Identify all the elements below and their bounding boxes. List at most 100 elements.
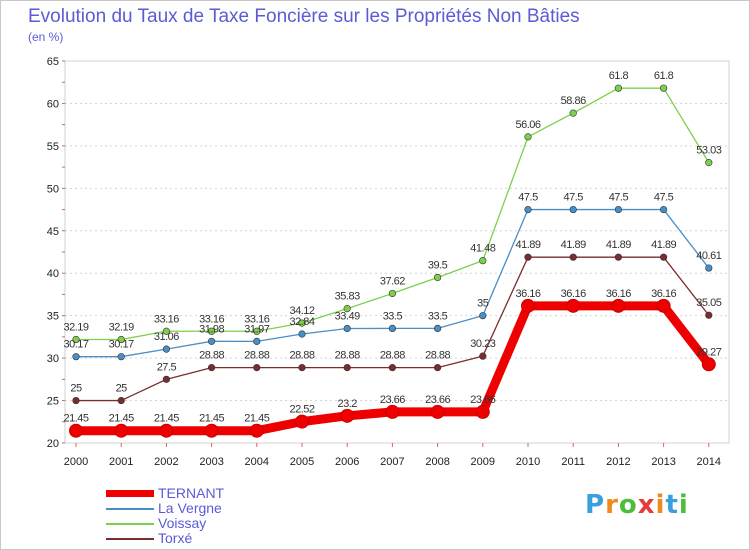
data-label-la-vergne: 30.17	[63, 339, 88, 351]
data-label-voissay: 35.83	[335, 291, 360, 303]
data-label-la-vergne: 31.97	[244, 323, 269, 335]
data-point-voissay	[72, 335, 80, 344]
data-label-voissay: 56.06	[515, 119, 540, 131]
x-tick-label: 2010	[516, 456, 540, 468]
data-label-la-vergne: 47.5	[654, 192, 674, 204]
legend-label: Voissay	[158, 515, 207, 531]
data-label-ternant: 36.16	[561, 288, 586, 300]
data-label-la-vergne: 33.5	[383, 310, 403, 322]
legend-item: Torxé	[106, 531, 224, 546]
data-label-voissay: 33.16	[154, 313, 179, 325]
data-point-torx-	[659, 253, 668, 261]
data-point-torx-	[569, 253, 577, 261]
x-tick-label: 2009	[471, 456, 495, 468]
data-label-torx-: 28.88	[289, 350, 314, 362]
data-point-la-vergne	[208, 337, 216, 345]
data-point-ternant	[430, 404, 445, 419]
x-tick-label: 2001	[109, 456, 133, 468]
data-label-ternant: 21.45	[244, 413, 269, 425]
data-point-voissay	[208, 327, 216, 335]
data-label-torx-: 41.89	[561, 239, 586, 251]
x-tick-label: 2006	[335, 456, 359, 468]
data-label-voissay: 41.48	[470, 243, 495, 255]
data-point-voissay	[388, 289, 397, 298]
data-point-torx-	[208, 364, 216, 372]
y-tick-label: 55	[47, 141, 59, 153]
data-point-voissay	[162, 327, 170, 335]
data-point-ternant	[295, 414, 309, 429]
data-label-voissay: 34.12	[289, 305, 314, 317]
legend-item: TERNANT	[106, 486, 224, 501]
data-label-la-vergne: 47.5	[518, 192, 538, 204]
data-label-voissay: 39.5	[428, 259, 448, 271]
data-label-la-vergne: 47.5	[563, 192, 583, 204]
data-point-torx-	[388, 364, 397, 372]
data-point-la-vergne	[524, 205, 532, 214]
data-label-ternant: 23.66	[380, 394, 405, 406]
data-point-la-vergne	[659, 205, 668, 214]
data-label-voissay: 53.03	[696, 145, 721, 157]
data-point-torx-	[72, 396, 80, 405]
legend-label: La Vergne	[158, 500, 222, 516]
legend: TERNANT La Vergne Voissay Torxé	[106, 486, 224, 546]
data-point-ternant	[69, 423, 83, 438]
data-point-torx-	[162, 375, 170, 383]
data-point-torx-	[479, 352, 487, 360]
data-point-la-vergne	[298, 330, 306, 338]
data-label-torx-: 30.23	[470, 338, 495, 350]
y-tick-label: 65	[47, 56, 59, 68]
data-point-voissay	[434, 273, 442, 282]
data-point-voissay	[298, 319, 306, 327]
data-label-torx-: 28.88	[425, 350, 450, 362]
x-tick-label: 2014	[697, 456, 721, 468]
data-label-voissay: 58.86	[561, 95, 586, 107]
data-label-torx-: 25	[116, 383, 128, 395]
data-label-la-vergne: 35	[477, 298, 489, 310]
data-point-la-vergne	[705, 264, 713, 272]
y-tick-label: 30	[47, 353, 59, 365]
chart-title: Evolution du Taux de Taxe Foncière sur l…	[28, 6, 580, 27]
proxiti-logo: Proxiti	[585, 490, 689, 520]
data-point-ternant	[249, 423, 264, 438]
x-tick-label: 2011	[561, 456, 585, 468]
plot-area	[64, 60, 730, 444]
data-point-torx-	[117, 396, 125, 405]
data-point-la-vergne	[343, 324, 351, 333]
y-tick-label: 45	[47, 226, 59, 238]
data-point-voissay	[253, 327, 261, 335]
data-label-la-vergne: 31.06	[154, 331, 179, 343]
x-tick-label: 2008	[425, 456, 449, 468]
legend-swatch	[106, 490, 154, 497]
data-point-la-vergne	[434, 324, 442, 333]
data-point-torx-	[524, 253, 532, 261]
y-tick-label: 20	[47, 438, 59, 450]
data-label-torx-: 25	[70, 383, 82, 395]
data-label-voissay: 61.8	[609, 70, 629, 82]
data-point-ternant	[475, 404, 490, 419]
data-point-ternant	[656, 298, 671, 313]
data-point-torx-	[343, 364, 351, 372]
x-tick-label: 2012	[606, 456, 630, 468]
data-point-voissay	[343, 305, 351, 313]
data-label-ternant: 36.16	[651, 288, 676, 300]
data-label-ternant: 21.45	[109, 413, 134, 425]
data-point-torx-	[298, 364, 306, 372]
data-label-ternant: 36.16	[606, 288, 631, 300]
data-label-torx-: 41.89	[515, 239, 540, 251]
data-point-torx-	[253, 364, 261, 372]
y-tick-label: 40	[47, 268, 59, 280]
data-label-voissay: 61.8	[654, 70, 674, 82]
data-label-ternant: 36.16	[515, 288, 540, 300]
x-tick-label: 2000	[64, 456, 88, 468]
data-point-voissay	[659, 84, 668, 92]
data-label-torx-: 41.89	[606, 239, 631, 251]
data-point-ternant	[204, 423, 219, 438]
legend-swatch	[106, 537, 154, 540]
x-tick-label: 2013	[651, 456, 675, 468]
data-label-torx-: 28.88	[380, 350, 405, 362]
data-point-la-vergne	[72, 353, 80, 361]
data-point-ternant	[566, 298, 581, 313]
data-label-voissay: 33.16	[199, 313, 224, 325]
data-label-torx-: 35.05	[696, 297, 721, 309]
x-tick-label: 2003	[199, 456, 223, 468]
